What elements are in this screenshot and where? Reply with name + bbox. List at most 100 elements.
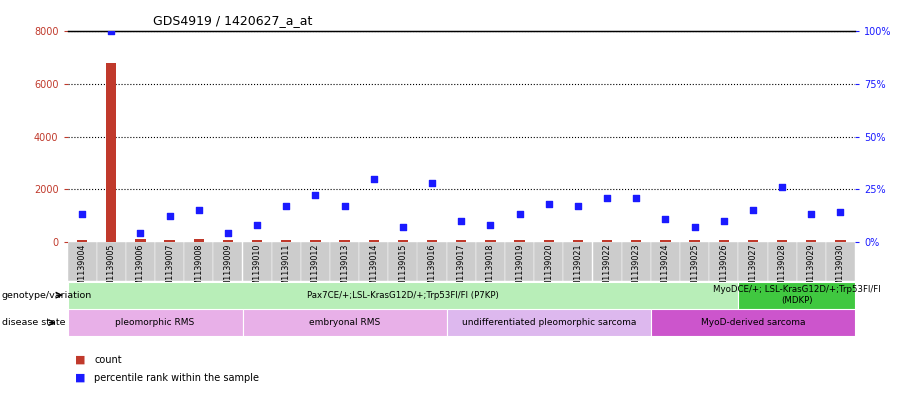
Text: MyoDCE/+; LSL-KrasG12D/+;Trp53Fl/Fl
(MDKP): MyoDCE/+; LSL-KrasG12D/+;Trp53Fl/Fl (MDK… [713,285,880,305]
Bar [213,242,242,281]
Bar [252,240,262,242]
Text: GSM1139016: GSM1139016 [428,244,436,297]
Point [366,175,381,182]
Bar [602,240,612,242]
Text: GSM1139015: GSM1139015 [399,244,408,297]
Bar [661,240,670,242]
Text: GSM1139012: GSM1139012 [310,244,320,297]
Text: GSM1139025: GSM1139025 [690,244,699,297]
Point [600,195,615,201]
Point [483,222,498,228]
Text: GDS4919 / 1420627_a_at: GDS4919 / 1420627_a_at [153,14,312,27]
Point [308,192,322,198]
Point [133,230,148,237]
Bar [339,240,350,242]
Point [571,203,585,209]
Bar [330,242,359,281]
Text: pleomorphic RMS: pleomorphic RMS [115,318,194,327]
Point [775,184,789,190]
Point [250,222,265,228]
Text: GSM1139028: GSM1139028 [778,244,787,297]
Text: percentile rank within the sample: percentile rank within the sample [94,373,259,383]
Bar [806,240,816,242]
Bar [184,242,213,281]
Text: GSM1139011: GSM1139011 [282,244,291,297]
Bar [126,242,155,281]
Text: GSM1139013: GSM1139013 [340,244,349,297]
Bar [242,309,446,336]
Bar [272,242,301,281]
Bar [388,242,418,281]
Text: count: count [94,354,122,365]
Bar [718,240,729,242]
Text: GSM1139010: GSM1139010 [253,244,262,297]
Bar [777,240,788,242]
Text: ■: ■ [75,373,86,383]
Text: GSM1139014: GSM1139014 [369,244,378,297]
Bar [135,239,146,242]
Bar [748,240,758,242]
Bar [68,309,242,336]
Bar [446,309,651,336]
Bar [689,240,699,242]
Point [396,224,410,230]
Point [75,211,89,217]
Text: GSM1139023: GSM1139023 [632,244,641,297]
Point [425,180,439,186]
Bar [165,240,175,242]
Bar [796,242,826,281]
Point [454,217,468,224]
Bar [651,242,680,281]
Point [512,211,526,217]
Bar [68,242,96,281]
Text: GSM1139018: GSM1139018 [486,244,495,297]
Bar [301,242,330,281]
Point [220,230,235,237]
Text: GSM1139006: GSM1139006 [136,244,145,297]
Text: MyoD-derived sarcoma: MyoD-derived sarcoma [701,318,806,327]
Bar [398,240,408,242]
Point [279,203,293,209]
Bar [485,240,496,242]
Bar [563,242,592,281]
Bar [155,242,184,281]
Bar [427,240,437,242]
Bar [194,239,204,242]
Bar [456,240,466,242]
Text: GSM1139026: GSM1139026 [719,244,728,297]
Bar [96,242,126,281]
Point [629,195,643,201]
Text: GSM1139024: GSM1139024 [661,244,670,297]
Bar [223,240,233,242]
Bar [369,240,379,242]
Text: Pax7CE/+;LSL-KrasG12D/+;Trp53Fl/Fl (P7KP): Pax7CE/+;LSL-KrasG12D/+;Trp53Fl/Fl (P7KP… [307,291,499,299]
Bar [738,242,768,281]
Bar [709,242,738,281]
Bar [310,240,320,242]
Point [804,211,818,217]
Point [746,207,760,213]
Text: GSM1139027: GSM1139027 [749,244,758,297]
Text: GSM1139017: GSM1139017 [456,244,466,297]
Bar [592,242,622,281]
Text: GSM1139005: GSM1139005 [107,244,116,297]
Point [688,224,702,230]
Bar [622,242,651,281]
Text: GSM1139021: GSM1139021 [573,244,582,297]
Text: GSM1139009: GSM1139009 [223,244,232,297]
Point [192,207,206,213]
Bar [651,309,855,336]
Bar [535,242,563,281]
Bar [68,282,738,309]
Point [833,209,848,215]
Bar [281,240,292,242]
Text: GSM1139004: GSM1139004 [77,244,86,297]
Bar [515,240,525,242]
Bar [572,240,583,242]
Bar [768,242,796,281]
Point [338,203,352,209]
Bar [835,240,845,242]
Bar [418,242,446,281]
Bar [826,242,855,281]
Bar [242,242,272,281]
